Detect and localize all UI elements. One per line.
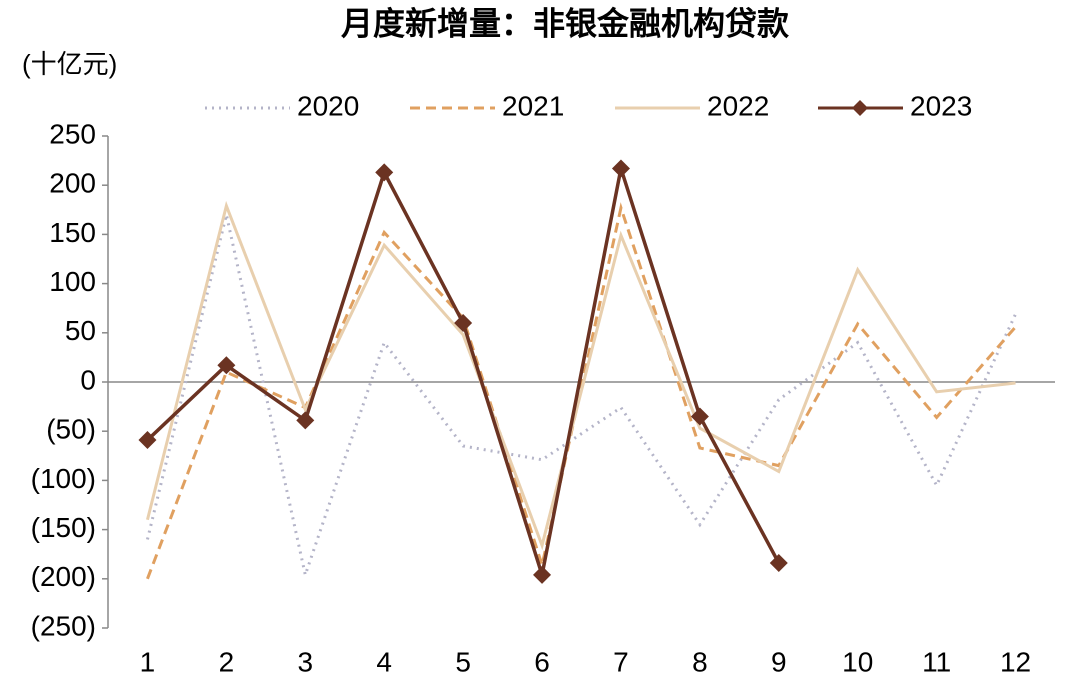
- point-marker: [690, 407, 709, 426]
- y-tick-label: 100: [49, 266, 96, 297]
- y-tick-label: (200): [31, 561, 96, 592]
- x-tick-label: 11: [922, 646, 951, 677]
- y-tick-label: (50): [46, 414, 96, 445]
- point-marker: [769, 554, 788, 573]
- point-marker: [375, 163, 394, 182]
- series-line: [146, 214, 1017, 581]
- y-tick-label: (100): [31, 463, 96, 494]
- y-axis-label: (十亿元): [22, 49, 117, 79]
- point-marker: [138, 431, 157, 450]
- point-marker: [533, 565, 552, 584]
- series-line: [146, 200, 1016, 551]
- point-marker: [611, 159, 630, 178]
- x-tick-label: 6: [534, 646, 550, 677]
- legend-label: 2021: [502, 90, 564, 121]
- x-tick-label: 9: [771, 646, 787, 677]
- x-tick-label: 12: [1000, 646, 1031, 677]
- x-tick-label: 7: [613, 646, 629, 677]
- y-tick-label: (250): [31, 610, 96, 641]
- point-marker: [296, 411, 315, 430]
- x-tick-label: 10: [842, 646, 873, 677]
- y-tick-label: 0: [80, 364, 96, 395]
- x-tick-label: 1: [140, 646, 156, 677]
- x-tick-label: 2: [219, 646, 235, 677]
- y-tick-label: (150): [31, 512, 96, 543]
- legend-label: 2020: [297, 90, 359, 121]
- x-tick-label: 5: [455, 646, 471, 677]
- series-line: [146, 167, 781, 576]
- y-tick-label: 150: [49, 217, 96, 248]
- legend-label: 2022: [707, 90, 769, 121]
- x-tick-label: 3: [298, 646, 314, 677]
- x-tick-label: 8: [692, 646, 708, 677]
- legend-marker: [852, 100, 868, 116]
- y-tick-label: 50: [65, 315, 96, 346]
- point-marker: [454, 313, 473, 332]
- legend-label: 2023: [910, 90, 972, 121]
- y-tick-label: 200: [49, 168, 96, 199]
- y-tick-label: 250: [49, 118, 96, 149]
- point-marker: [217, 356, 236, 375]
- chart-title: 月度新增量：非银金融机构贷款: [341, 5, 789, 41]
- x-tick-label: 4: [376, 646, 392, 677]
